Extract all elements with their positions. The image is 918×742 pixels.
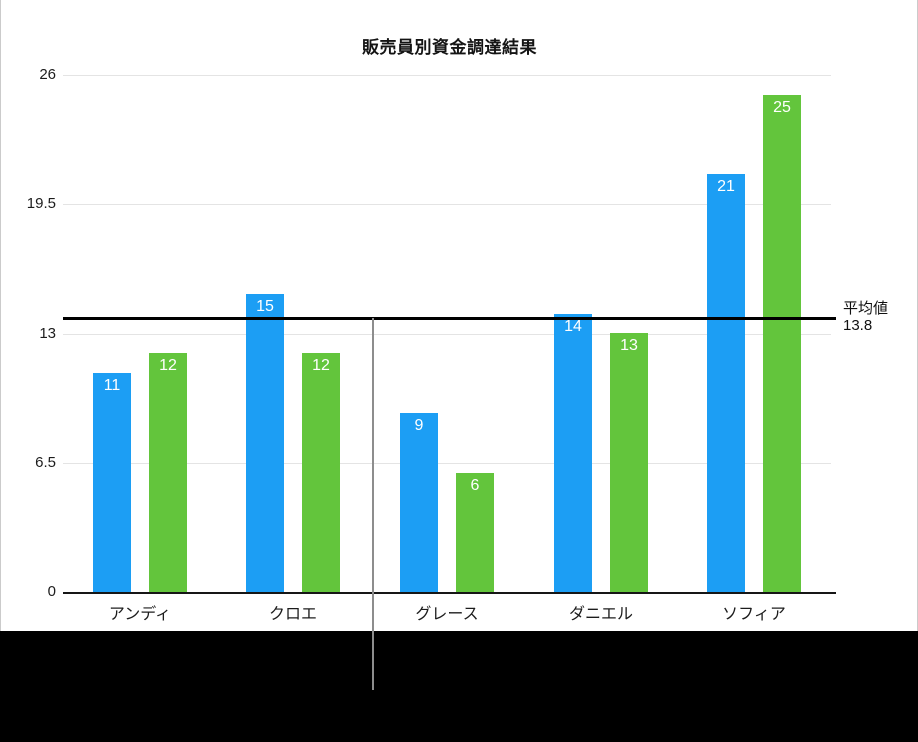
bar-series-blue-4: 21 <box>707 174 745 592</box>
bar-value-label: 9 <box>414 417 424 434</box>
callout-pointer-line <box>372 318 374 690</box>
y-axis-tick-label: 26 <box>39 66 56 83</box>
bar-chart: 販売員別資金調達結果 0 6.5 13 19.5 26 11 12 アンディ 15 12 クロエ 9 6… <box>0 0 918 631</box>
bar-value-label: 6 <box>470 477 480 494</box>
x-axis-category-label: ダニエル <box>568 606 633 623</box>
bar-value-label: 11 <box>103 377 121 394</box>
bar-value-label: 12 <box>312 357 330 374</box>
average-line-label-title: 平均値 <box>843 300 889 317</box>
bar-value-label: 12 <box>159 357 177 374</box>
average-line-label-value: 13.8 <box>843 317 873 334</box>
gridline <box>63 334 831 335</box>
bar-series-blue-1: 15 <box>246 294 284 592</box>
gridline <box>63 75 831 76</box>
y-axis-tick-label: 13 <box>39 325 56 342</box>
bar-value-label: 13 <box>620 337 638 354</box>
gridline <box>63 204 831 205</box>
x-axis-category-label: ソフィア <box>722 606 786 623</box>
gridline <box>63 463 831 464</box>
y-axis-tick-label: 0 <box>47 583 56 600</box>
x-axis-category-label: アンディ <box>108 606 172 623</box>
bar-series-green-0: 12 <box>149 353 187 592</box>
y-axis-tick-label: 6.5 <box>35 454 56 471</box>
bar-series-blue-3: 14 <box>554 314 592 592</box>
x-axis-category-label: クロエ <box>268 606 317 623</box>
bar-series-green-3: 13 <box>610 333 648 592</box>
bar-value-label: 14 <box>564 318 582 335</box>
x-axis-line <box>63 592 836 594</box>
bottom-black-band <box>0 631 918 742</box>
bar-value-label: 15 <box>256 298 274 315</box>
chart-title: 販売員別資金調達結果 <box>362 38 537 57</box>
y-axis-tick-label: 19.5 <box>26 195 56 212</box>
bar-series-green-4: 25 <box>763 95 801 592</box>
bar-series-green-2: 6 <box>456 473 494 592</box>
average-reference-line <box>63 317 836 320</box>
bar-value-label: 25 <box>773 99 791 116</box>
bar-value-label: 21 <box>717 178 735 195</box>
bar-series-blue-0: 11 <box>93 373 131 592</box>
bar-series-blue-2: 9 <box>400 413 438 592</box>
bar-series-green-1: 12 <box>302 353 340 592</box>
x-axis-category-label: グレース <box>415 606 479 623</box>
average-line-label: 平均値 13.8 <box>843 300 888 334</box>
